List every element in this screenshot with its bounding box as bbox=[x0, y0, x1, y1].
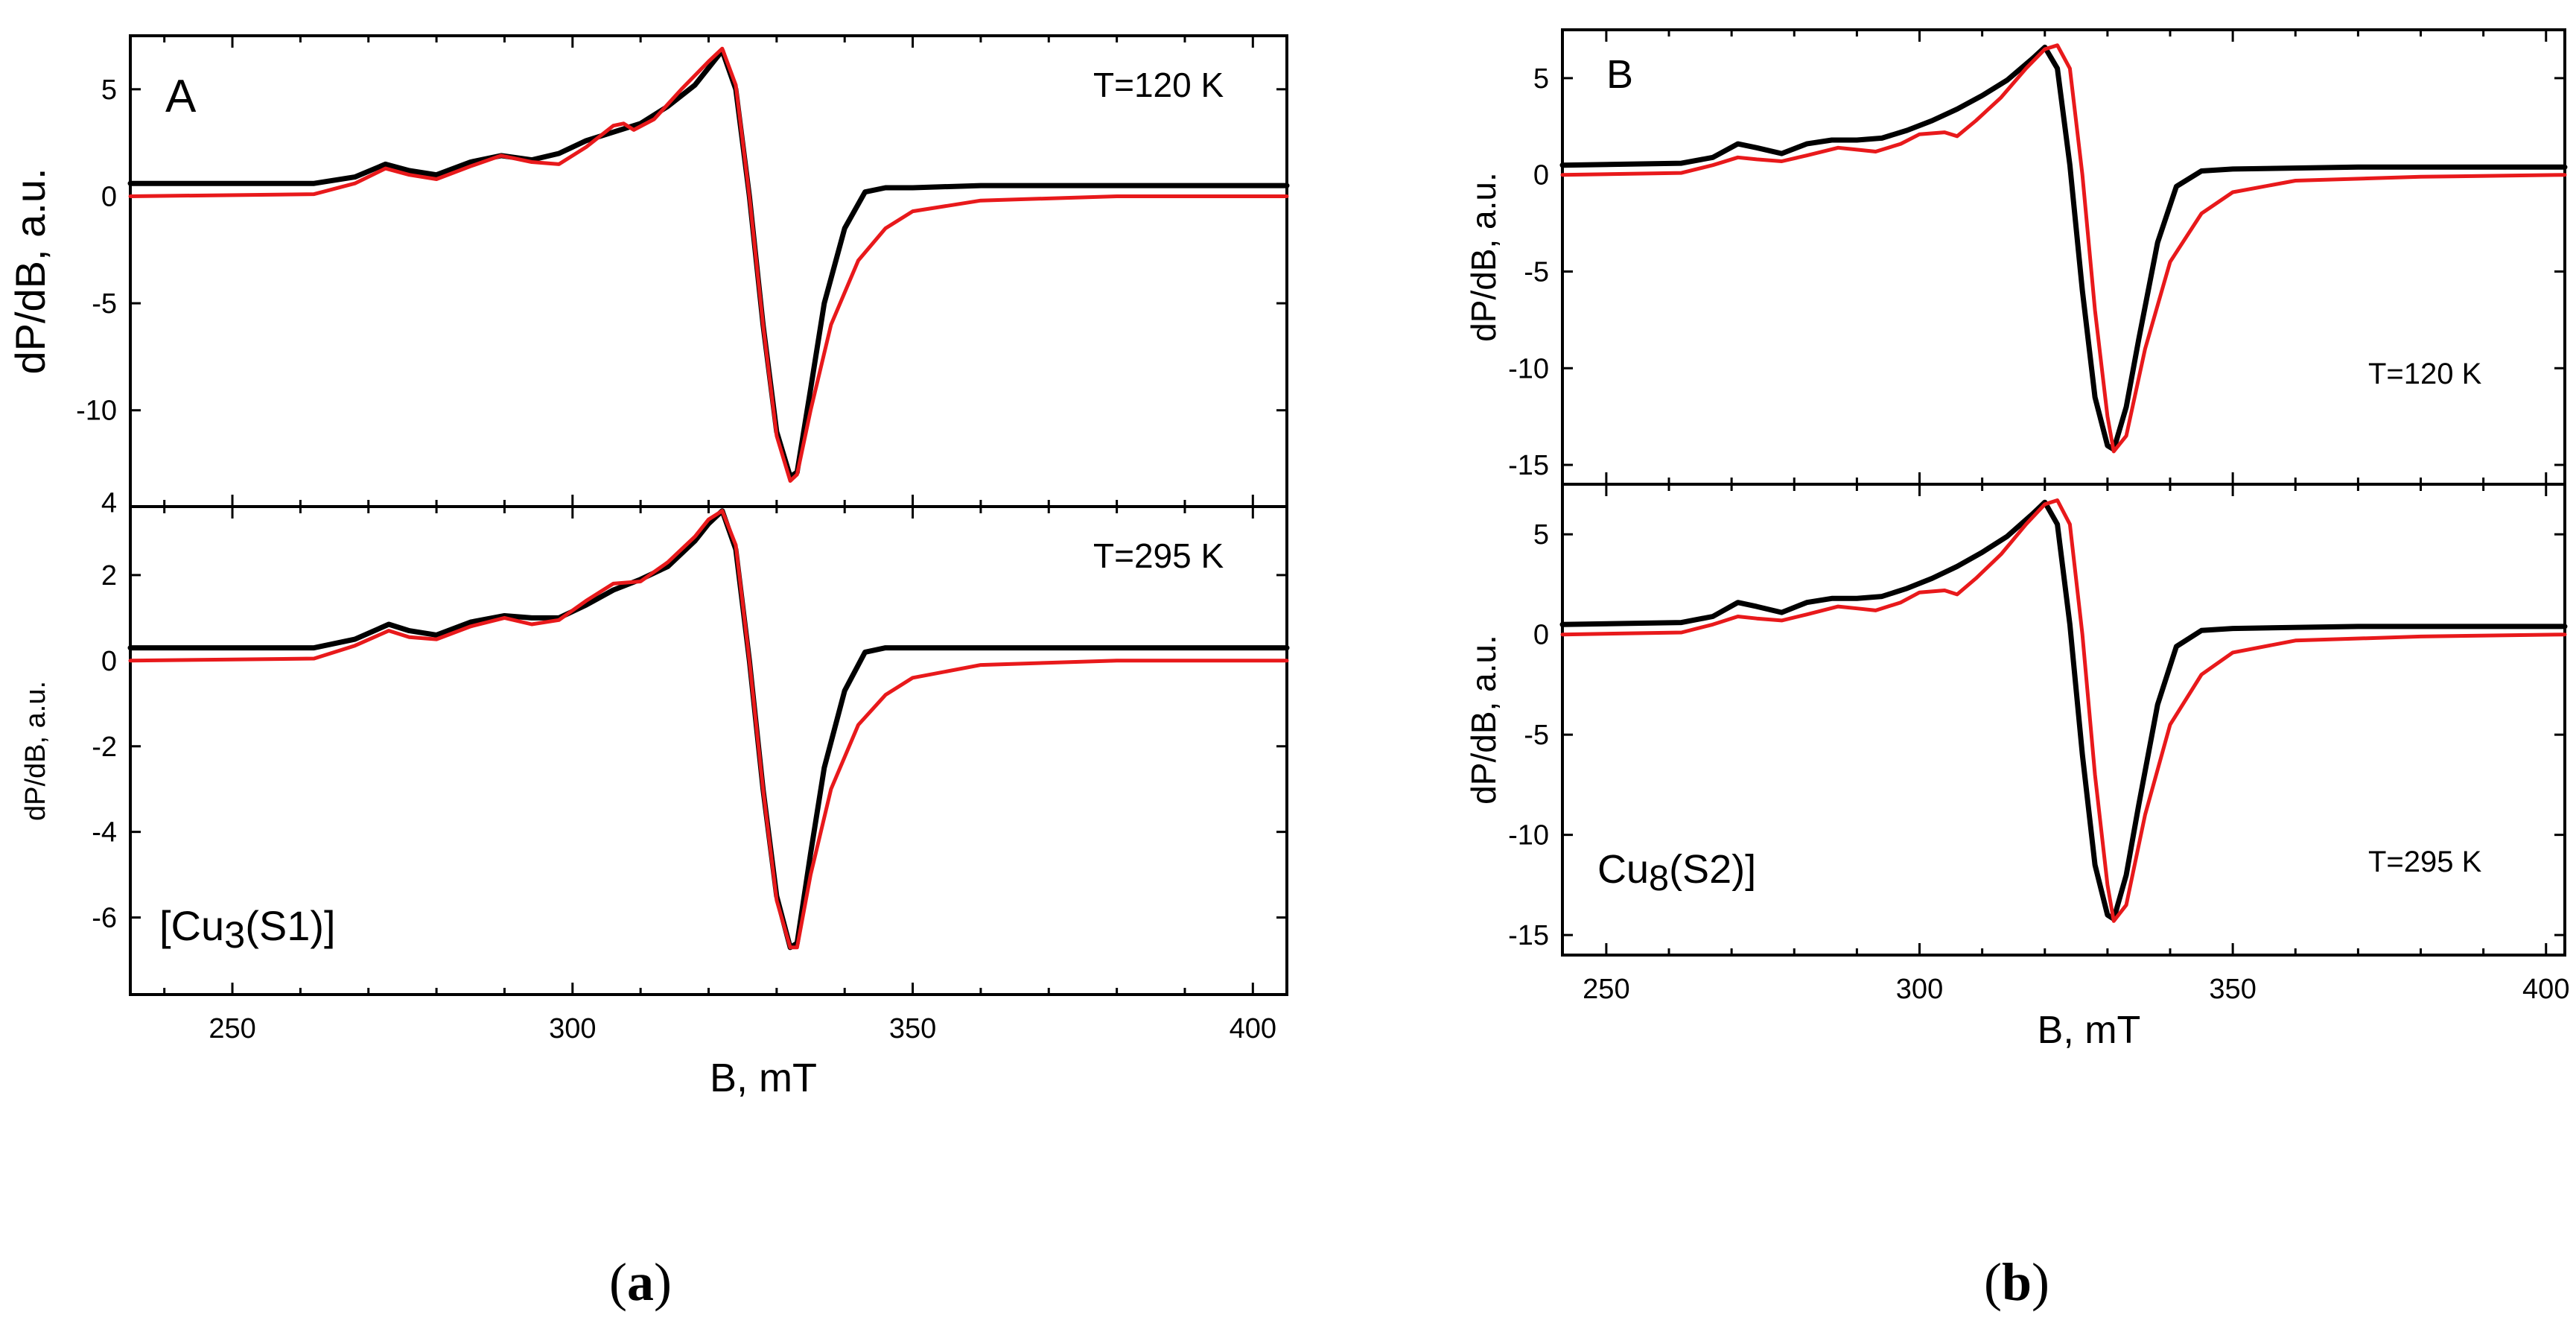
y-axis-title: dP/dB, a.u. bbox=[7, 168, 54, 374]
series-line-experimental bbox=[1559, 499, 2568, 922]
y-tick-label: -5 bbox=[1524, 720, 1549, 751]
y-tick-label: -5 bbox=[92, 288, 117, 320]
x-tick-label: 300 bbox=[1896, 974, 1943, 1005]
x-tick-label: 350 bbox=[889, 1013, 936, 1044]
chart-panel-b: 5 0 -5 -10 -15 dP/dB, a.u. T=120 K B 5 0 -5 -10 -15 d… bbox=[1464, 28, 2569, 1052]
y-tick-label: -4 bbox=[92, 817, 117, 849]
series-line-experimental bbox=[127, 48, 1290, 480]
y-tick-label: 4 bbox=[101, 487, 117, 519]
compound-label: [Cu3(S1)] bbox=[159, 902, 336, 956]
series-line-simulated bbox=[1560, 43, 2567, 454]
y-axis-title: dP/dB, a.u. bbox=[20, 681, 51, 821]
plot-frame bbox=[1561, 483, 2566, 957]
temperature-annotation: T=120 K bbox=[1093, 66, 1224, 104]
x-tick-label: 300 bbox=[549, 1013, 596, 1044]
x-tick-label: 400 bbox=[2522, 974, 2569, 1005]
series-line-simulated bbox=[1560, 498, 2567, 923]
x-tick-label: 350 bbox=[2209, 974, 2256, 1005]
y-tick-label: -6 bbox=[92, 903, 117, 934]
y-tick-label: -10 bbox=[1508, 353, 1549, 384]
series-line-experimental bbox=[1559, 44, 2568, 452]
subplot-a-2: 2 0 -2 -4 -6 dP/dB, a.u. T=295 K [Cu3(S1)] 250 30… bbox=[20, 505, 1290, 1100]
y-tick-label: 0 bbox=[1533, 620, 1549, 651]
chart-panel-a: 5 0 -5 -10 4 dP/dB, a.u. T=120 K A 2 0 -2 -4 -6 dP/dB… bbox=[7, 34, 1290, 1100]
series-line-simulated bbox=[128, 46, 1289, 483]
y-tick-label: -15 bbox=[1508, 450, 1549, 481]
subplot-letter-label: B bbox=[1606, 52, 1633, 97]
temperature-annotation: T=295 K bbox=[1093, 536, 1224, 575]
y-tick-label: 0 bbox=[101, 181, 117, 212]
y-tick-label: 5 bbox=[1533, 63, 1549, 95]
y-tick-label: 2 bbox=[101, 560, 117, 592]
temperature-annotation: T=120 K bbox=[2368, 358, 2482, 390]
caption-b: (b) bbox=[1984, 1252, 2049, 1312]
x-tick-label: 250 bbox=[1583, 974, 1629, 1005]
y-tick-label: -10 bbox=[76, 396, 117, 427]
subplot-letter-label: A bbox=[165, 71, 197, 122]
x-axis-title: B, mT bbox=[710, 1056, 817, 1100]
subplot-b-1: 5 0 -5 -10 -15 dP/dB, a.u. T=120 K B bbox=[1464, 28, 2568, 486]
x-tick-label: 250 bbox=[209, 1013, 255, 1044]
x-tick-label: 400 bbox=[1230, 1013, 1276, 1044]
y-tick-label: -10 bbox=[1508, 820, 1549, 852]
subplot-a-1: 5 0 -5 -10 4 dP/dB, a.u. T=120 K A bbox=[7, 34, 1290, 519]
subplot-b-2: 5 0 -5 -10 -15 dP/dB, a.u. T=295 K Cu8(S2)] 250 3… bbox=[1464, 483, 2569, 1052]
y-tick-label: 0 bbox=[101, 646, 117, 677]
y-tick-label: -5 bbox=[1524, 256, 1549, 288]
plots-layer: 5 0 -5 -10 4 dP/dB, a.u. T=120 K A 2 0 -2 -4 -6 dP/dB… bbox=[7, 28, 2569, 1100]
y-tick-label: 5 bbox=[1533, 519, 1549, 551]
y-axis-title: dP/dB, a.u. bbox=[1464, 172, 1503, 342]
compound-label: Cu8(S2)] bbox=[1597, 847, 1756, 898]
y-tick-label: 5 bbox=[101, 74, 117, 106]
y-tick-label: -15 bbox=[1508, 920, 1549, 951]
y-axis-title: dP/dB, a.u. bbox=[1464, 635, 1503, 805]
caption-a: (a) bbox=[609, 1252, 672, 1312]
y-tick-label: -2 bbox=[92, 732, 117, 763]
y-tick-label: 0 bbox=[1533, 160, 1549, 191]
x-axis-title: B, mT bbox=[2038, 1009, 2141, 1052]
temperature-annotation: T=295 K bbox=[2368, 846, 2482, 878]
series-line-simulated bbox=[128, 509, 1289, 950]
